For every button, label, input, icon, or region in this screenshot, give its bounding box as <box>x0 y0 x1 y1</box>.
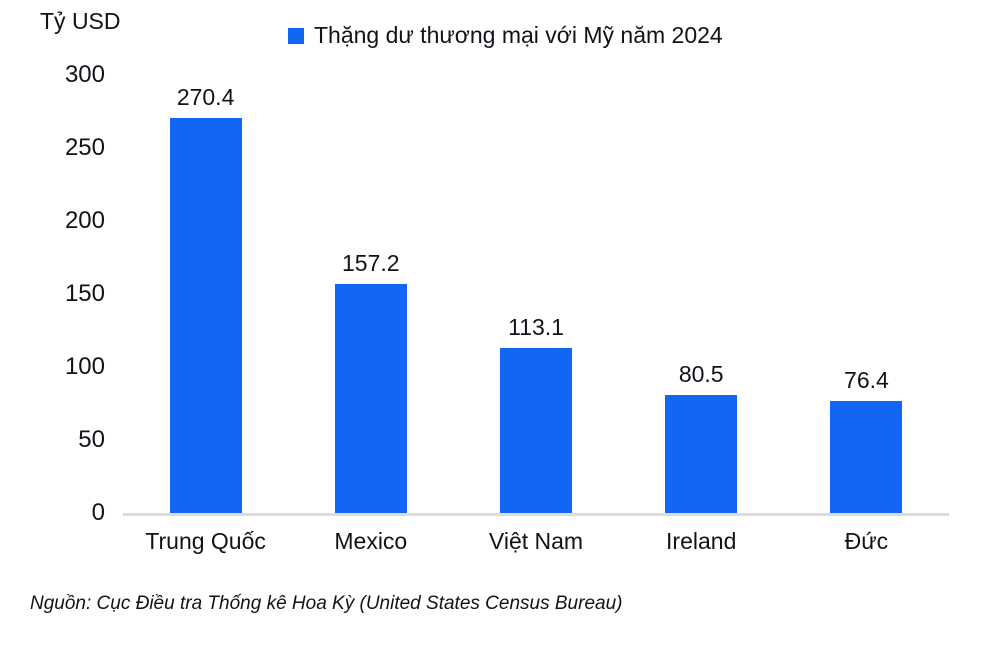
bar[interactable] <box>500 347 572 513</box>
legend-label: Thặng dư thương mại với Mỹ năm 2024 <box>314 22 723 48</box>
bar[interactable] <box>830 401 903 513</box>
bar[interactable] <box>169 118 242 513</box>
source-note: Nguồn: Cục Điều tra Thống kê Hoa Kỳ (Uni… <box>30 593 623 614</box>
bar-column-1: 270.4 <box>123 75 288 513</box>
x-axis-category-label: Ireland <box>666 528 737 554</box>
x-axis-category-label: Việt Nam <box>488 528 584 554</box>
bar-value-label: 80.5 <box>678 361 724 388</box>
y-axis-tick-200: 200 <box>64 207 105 234</box>
y-axis-tick-250: 250 <box>64 134 105 161</box>
y-axis-tick-0: 0 <box>91 499 105 526</box>
bar-value-label: 270.4 <box>176 84 235 111</box>
legend-swatch-icon <box>288 27 304 44</box>
legend: Thặng dư thương mại với Mỹ năm 2024 <box>288 22 723 49</box>
x-axis-category-labels: Trung Quốc Mexico Việt Nam Ireland Đức <box>123 528 949 555</box>
bar-value-label: 113.1 <box>508 313 564 340</box>
bar[interactable] <box>334 283 407 513</box>
bar-column-3: 113.1 <box>453 75 618 513</box>
bar-value-label: 76.4 <box>844 367 889 394</box>
bar-column-4: 80.5 <box>619 75 784 513</box>
bar-column-5: 76.4 <box>784 75 949 513</box>
y-axis-unit-label: Tỷ USD <box>40 8 121 34</box>
y-axis-tick-labels: 0 50 100 150 200 250 300 <box>0 0 105 648</box>
bar-value-label: 157.2 <box>342 249 400 276</box>
bar-column-2: 157.2 <box>288 75 453 513</box>
x-axis-category-label: Trung Quốc <box>145 528 266 554</box>
plot-area: 270.4 157.2 113.1 80.5 76.4 <box>123 75 949 516</box>
y-axis-tick-50: 50 <box>78 426 105 453</box>
y-axis-tick-300: 300 <box>64 61 105 88</box>
x-axis-category-label: Mexico <box>334 528 408 554</box>
bar[interactable] <box>665 395 738 513</box>
y-axis-tick-150: 150 <box>64 280 105 307</box>
y-axis-tick-100: 100 <box>64 353 105 380</box>
x-axis-category-label: Đức <box>844 528 889 554</box>
